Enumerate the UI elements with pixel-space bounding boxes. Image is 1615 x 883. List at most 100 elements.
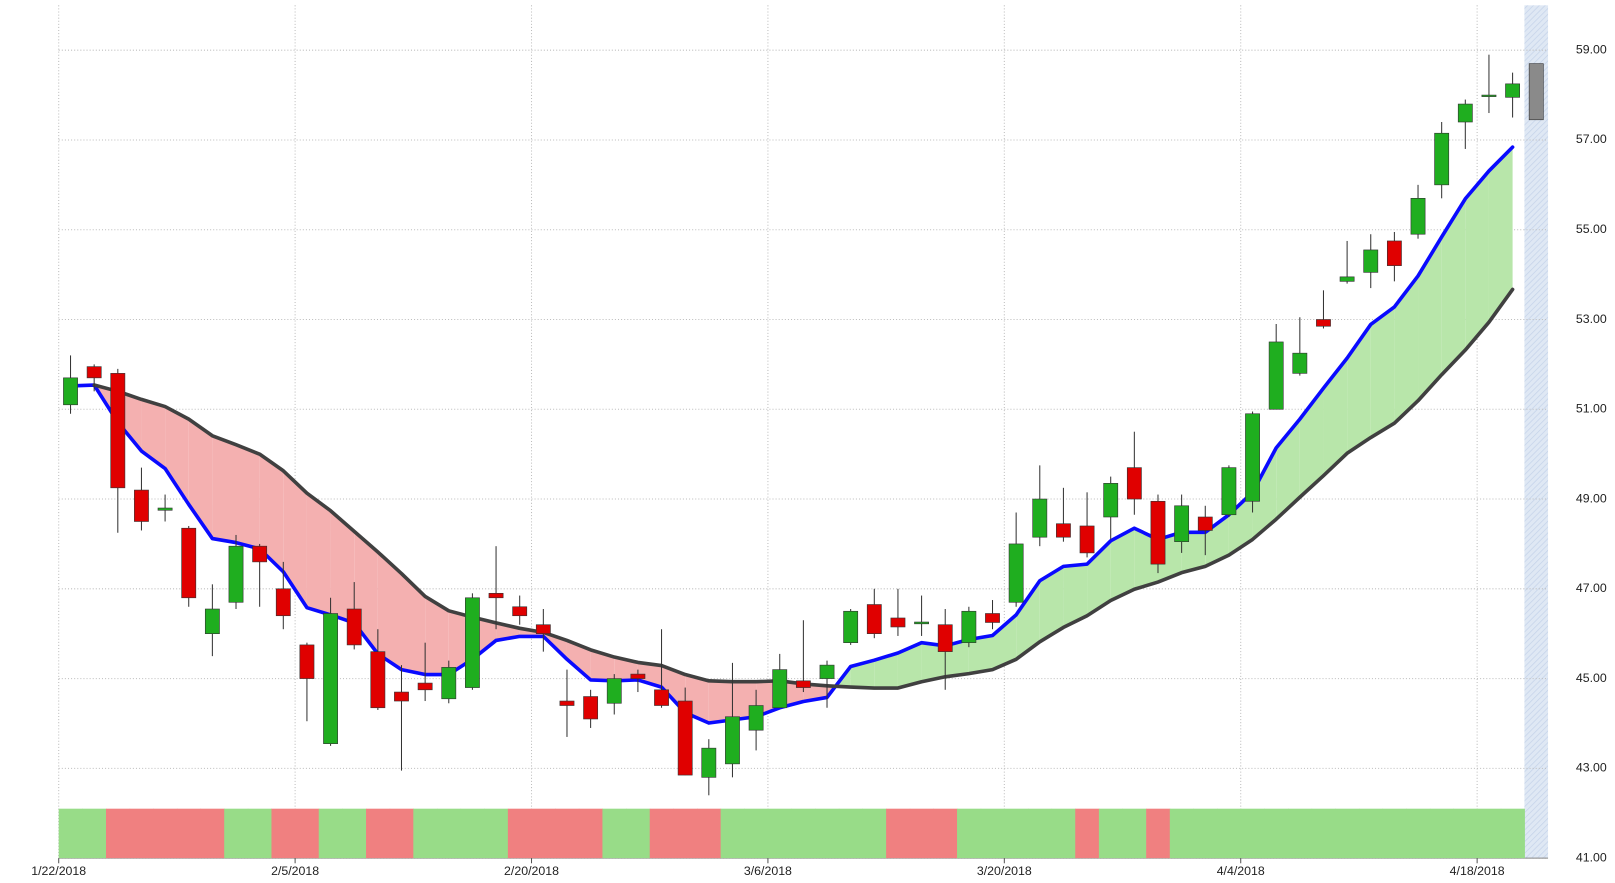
label-layer: 41.00 43.00 45.00 47.00 49.00 51.00 53.00 55.00… — [31, 42, 1607, 877]
signal-cell — [1406, 808, 1431, 859]
signal-cell — [1453, 808, 1478, 859]
candle-body — [1268, 341, 1284, 410]
ma-gap-fill — [1063, 564, 1088, 628]
ma-gap-fill — [1110, 528, 1135, 601]
signal-cell — [957, 808, 982, 859]
signal-cell — [295, 808, 320, 859]
candle-body — [86, 366, 102, 379]
candle-body — [275, 588, 291, 617]
ma-gap-fill — [1016, 580, 1040, 660]
signal-cell — [980, 808, 1005, 859]
ma-gap-fill — [1039, 566, 1064, 642]
x-tick-label: 1/22/2018 — [31, 864, 86, 878]
ma-gap-fill — [1299, 388, 1324, 498]
signal-cell — [1477, 808, 1502, 859]
y-tick-label: 49.00 — [1576, 491, 1607, 505]
signal-cell — [815, 808, 840, 859]
ma-gap-fill — [188, 419, 213, 539]
signal-cell — [1217, 808, 1242, 859]
candle-body — [1292, 352, 1308, 374]
candle-body — [937, 624, 953, 652]
candle-body — [157, 507, 173, 511]
signal-cell — [82, 808, 107, 859]
candle-body — [630, 673, 646, 679]
signal-cell — [224, 808, 249, 859]
y-tick-label: 45.00 — [1576, 671, 1607, 685]
candle-body — [63, 377, 78, 406]
candle-body — [299, 644, 315, 679]
signal-cell — [1382, 808, 1407, 859]
ma-gap-fill — [401, 573, 426, 675]
candle-body — [961, 610, 977, 643]
candle-body — [1032, 498, 1048, 538]
ma-gap-fill — [1488, 147, 1513, 323]
candle-body — [204, 608, 220, 635]
candle-body — [725, 716, 740, 765]
x-tick-label: 2/5/2018 — [271, 864, 319, 878]
ma-gap-fill — [283, 470, 307, 608]
x-tick-label: 4/4/2018 — [1217, 864, 1265, 878]
candle-body — [654, 689, 669, 706]
x-tick-label: 4/18/2018 — [1450, 864, 1505, 878]
ma-gap-fill — [590, 649, 615, 681]
signal-cell — [318, 808, 343, 859]
candle-body — [535, 624, 551, 635]
candle-body — [559, 700, 575, 706]
signal-cell — [1051, 808, 1076, 859]
signal-cell — [176, 808, 202, 859]
signal-cell — [58, 808, 83, 859]
signal-cell — [1429, 808, 1455, 859]
candle-body — [1150, 500, 1166, 565]
candle-layer — [63, 54, 1544, 796]
signal-cell — [531, 808, 556, 859]
candle-body — [606, 678, 622, 704]
candle-body — [914, 621, 929, 625]
candle-body — [843, 610, 859, 643]
ma-gap-fill — [1228, 492, 1253, 556]
candle-body — [985, 613, 1000, 623]
candle-body — [1434, 132, 1450, 186]
signal-cell — [247, 808, 272, 859]
candle-body — [323, 613, 338, 744]
x-tick-label: 3/6/2018 — [744, 864, 792, 878]
signal-cell — [507, 808, 533, 859]
candle-body — [1221, 467, 1237, 516]
ma-gap-fill — [330, 510, 355, 623]
signal-cell — [1122, 808, 1147, 859]
grid-layer — [58, 5, 1549, 859]
ma-gap-fill — [165, 406, 189, 505]
candle-body — [890, 617, 906, 628]
ma-gap-fill — [1181, 532, 1206, 573]
candle-body — [677, 700, 693, 776]
candle-body — [110, 373, 126, 489]
candle-body — [1481, 94, 1497, 97]
signal-cell — [1311, 808, 1336, 859]
ma-gap-fill — [236, 444, 260, 549]
candle-body — [1079, 525, 1095, 554]
y-tick-label: 51.00 — [1576, 402, 1607, 416]
ma-gap-fill — [992, 614, 1017, 670]
signal-cell — [886, 808, 911, 859]
candle-body — [1363, 249, 1379, 273]
signal-cell — [200, 808, 225, 859]
candle-body — [417, 682, 433, 691]
candle-body — [181, 527, 197, 599]
signal-cell — [484, 808, 509, 859]
ma-gap-fill — [1347, 324, 1371, 454]
signal-cell — [791, 808, 816, 859]
signal-cell — [696, 808, 722, 859]
signal-cell — [767, 808, 793, 859]
ma-gap-fill — [921, 642, 946, 682]
candle-body — [748, 705, 764, 731]
signal-cell — [673, 808, 698, 859]
y-tick-label: 53.00 — [1576, 312, 1607, 326]
candle-body — [441, 667, 457, 700]
candle-body — [1316, 319, 1331, 327]
candle-body — [795, 680, 811, 688]
candle-body — [1245, 413, 1260, 502]
signal-cell — [909, 808, 934, 859]
ma-gap-fill — [874, 652, 898, 689]
signal-cell — [153, 808, 178, 859]
ma-gap-fill — [566, 640, 591, 680]
